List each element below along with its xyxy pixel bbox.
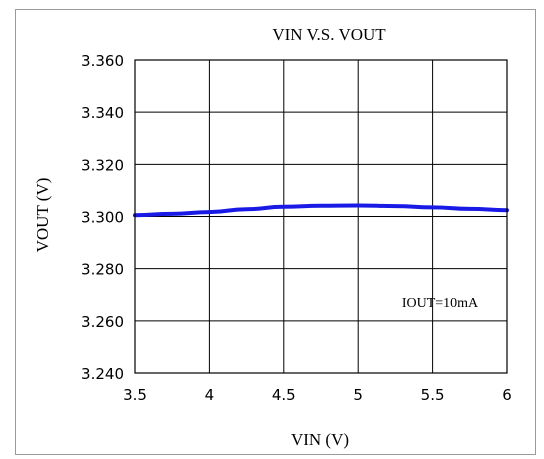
x-tick-label: 4.5 (272, 386, 296, 404)
y-tick-label: 3.320 (81, 156, 124, 174)
x-tick-label: 3.5 (123, 386, 147, 404)
y-axis-label: VOUT (V) (33, 178, 52, 253)
series-line-0 (133, 203, 509, 218)
x-tick-label: 5 (353, 386, 363, 404)
x-tick-label: 5.5 (421, 386, 445, 404)
y-tick-label: 3.280 (81, 261, 124, 279)
x-axis-label: VIN (V) (291, 430, 349, 449)
y-tick-label: 3.240 (81, 365, 124, 383)
chart-frame (15, 9, 536, 455)
y-tick-label: 3.360 (81, 52, 124, 70)
grid (135, 60, 507, 373)
y-tick-label: 3.260 (81, 313, 124, 331)
annotation-iout: IOUT=10mA (402, 296, 479, 311)
x-tick-label: 4 (205, 386, 215, 404)
x-tick-label: 6 (502, 386, 512, 404)
ticks: 3.5 4 4.5 5 5.5 6 3.240 3.260 3.280 3.300 3.320 3.3… (81, 52, 512, 404)
chart-title: VIN V.S. VOUT (272, 25, 386, 44)
series-layer (133, 203, 509, 218)
y-tick-label: 3.340 (81, 104, 124, 122)
plot-area (134, 59, 508, 374)
y-tick-label: 3.300 (81, 209, 124, 227)
